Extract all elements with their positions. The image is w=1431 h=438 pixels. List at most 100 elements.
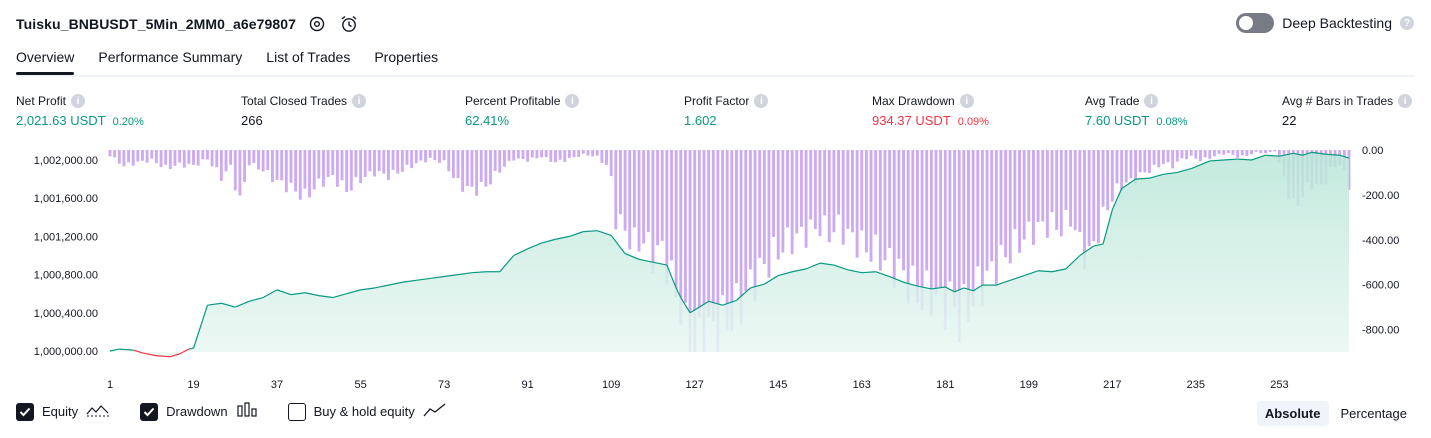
x-axis-tick: 181	[936, 379, 954, 391]
tab-overview[interactable]: Overview	[16, 47, 75, 75]
equity-line-segment	[610, 235, 626, 254]
drawdown-bar	[674, 150, 678, 298]
drawdown-bar	[999, 150, 1003, 246]
drawdown-bar	[1148, 150, 1151, 173]
left-axis-tick: 1,000,000.00	[34, 346, 98, 358]
equity-line-segment	[945, 286, 955, 293]
metric-value: 2,021.63 USDT	[16, 113, 106, 128]
drawdown-bar	[591, 150, 595, 157]
drawdown-bar	[1240, 150, 1244, 156]
equity-line-segment	[1093, 243, 1104, 247]
equity-line-segment	[318, 295, 333, 299]
equity-line-segment	[471, 271, 486, 274]
percentage-button[interactable]: Percentage	[1340, 406, 1408, 421]
drawdown-bar	[832, 150, 836, 233]
metric-percent: 0.09%	[957, 116, 989, 128]
drawdown-bar	[753, 150, 757, 301]
drawdown-bar	[1032, 150, 1035, 245]
equity-checkbox[interactable]: Equity	[16, 402, 110, 421]
drawdown-bar	[414, 150, 418, 164]
tab-list-of-trades[interactable]: List of Trades	[266, 49, 351, 65]
drawdown-bar	[786, 150, 789, 228]
settings-gear-icon[interactable]	[306, 13, 328, 35]
drawdown-bar	[748, 150, 752, 270]
drawdown-bar	[1250, 150, 1253, 155]
drawdown-bar	[1212, 150, 1216, 157]
left-axis-tick: 1,000,400.00	[34, 308, 98, 320]
drawdown-bar	[345, 150, 349, 192]
info-icon[interactable]: i	[565, 94, 580, 108]
drawdown-bar	[1059, 150, 1063, 237]
drawdown-bar	[516, 150, 520, 159]
tab-performance-summary[interactable]: Performance Summary	[98, 49, 243, 65]
equity-drawdown-chart[interactable]: 1,002,000.00 1,001,600.00 1,001,200.00 1,00…	[0, 140, 1431, 396]
drawdown-bar	[475, 150, 479, 196]
drawdown-bar	[391, 150, 395, 170]
x-axis-tick: 217	[1103, 379, 1121, 391]
info-icon[interactable]: i	[754, 94, 769, 108]
drawdown-bar	[1129, 150, 1133, 179]
drawdown-bar	[679, 150, 683, 326]
drawdown-bar	[1069, 150, 1073, 227]
metric-percent: 0.08%	[1156, 116, 1188, 128]
equity-line-segment	[954, 287, 965, 293]
equity-line-segment	[680, 297, 691, 314]
equity-line-segment	[1223, 158, 1238, 161]
drawdown-bar	[1087, 150, 1091, 246]
drawdown-bar	[1096, 150, 1100, 244]
drawdown-bar	[827, 150, 831, 243]
drawdown-bar	[600, 150, 604, 163]
info-icon[interactable]: i	[1398, 94, 1413, 108]
left-axis-tick: 1,001,600.00	[34, 193, 98, 205]
drawdown-bar	[154, 150, 158, 164]
drawdown-bar	[159, 150, 163, 168]
equity-fill	[110, 152, 1349, 357]
drawdown-bar	[976, 150, 980, 267]
absolute-button[interactable]: Absolute	[1256, 401, 1329, 426]
tab-properties[interactable]: Properties	[374, 49, 439, 65]
trend-line-icon	[423, 402, 447, 421]
report-tabs: Overview Performance Summary List of Tra…	[16, 47, 1415, 77]
drawdown-bar	[962, 150, 966, 284]
drawdown-bar	[758, 150, 762, 258]
equity-line-segment	[847, 269, 862, 274]
drawdown-bar	[707, 150, 711, 317]
drawdown-bar	[164, 150, 168, 165]
deep-backtesting-toggle[interactable]	[1236, 13, 1275, 33]
drawdown-bar	[651, 150, 655, 274]
info-icon[interactable]: i	[71, 94, 86, 108]
drawdown-bar	[1194, 150, 1198, 159]
drawdown-bar	[721, 150, 724, 296]
drawdown-bar	[915, 150, 919, 304]
drawdown-bar	[967, 150, 970, 322]
drawdown-bar	[1073, 150, 1077, 231]
info-icon[interactable]: i	[352, 94, 367, 108]
equity-line-segment	[444, 274, 459, 278]
drawdown-bar	[178, 150, 182, 163]
equity-line-segment	[1023, 270, 1039, 277]
drawdown-bar	[1217, 150, 1221, 154]
drawdown-bar	[614, 150, 618, 230]
info-icon[interactable]: i	[1144, 94, 1159, 108]
equity-line-segment	[736, 287, 751, 301]
info-icon[interactable]: i	[959, 94, 974, 108]
metric-value: 266	[241, 113, 263, 128]
help-icon[interactable]: ?	[1400, 16, 1414, 30]
x-axis-tick: 91	[522, 379, 534, 391]
strategy-title: Tuisku_BNBUSDT_5Min_2MM0_a6e79807	[16, 16, 297, 32]
buy-hold-checkbox[interactable]: Buy & hold equity	[287, 402, 447, 421]
drawdown-bar	[906, 150, 910, 304]
drawdown-bar	[665, 150, 669, 285]
drawdown-bar	[141, 150, 144, 161]
drawdown-bar	[1115, 150, 1119, 184]
drawdown-bar	[373, 150, 376, 177]
alarm-clock-icon[interactable]	[338, 13, 360, 35]
metric-label: Percent Profitable	[465, 94, 561, 108]
drawdown-checkbox[interactable]: Drawdown	[140, 402, 257, 421]
drawdown-bar	[1273, 150, 1277, 152]
equity-line-segment	[597, 230, 612, 237]
drawdown-bar	[526, 150, 530, 162]
equity-line-segment	[402, 279, 417, 283]
drawdown-bar	[1022, 150, 1026, 240]
equity-line-segment	[652, 261, 667, 266]
